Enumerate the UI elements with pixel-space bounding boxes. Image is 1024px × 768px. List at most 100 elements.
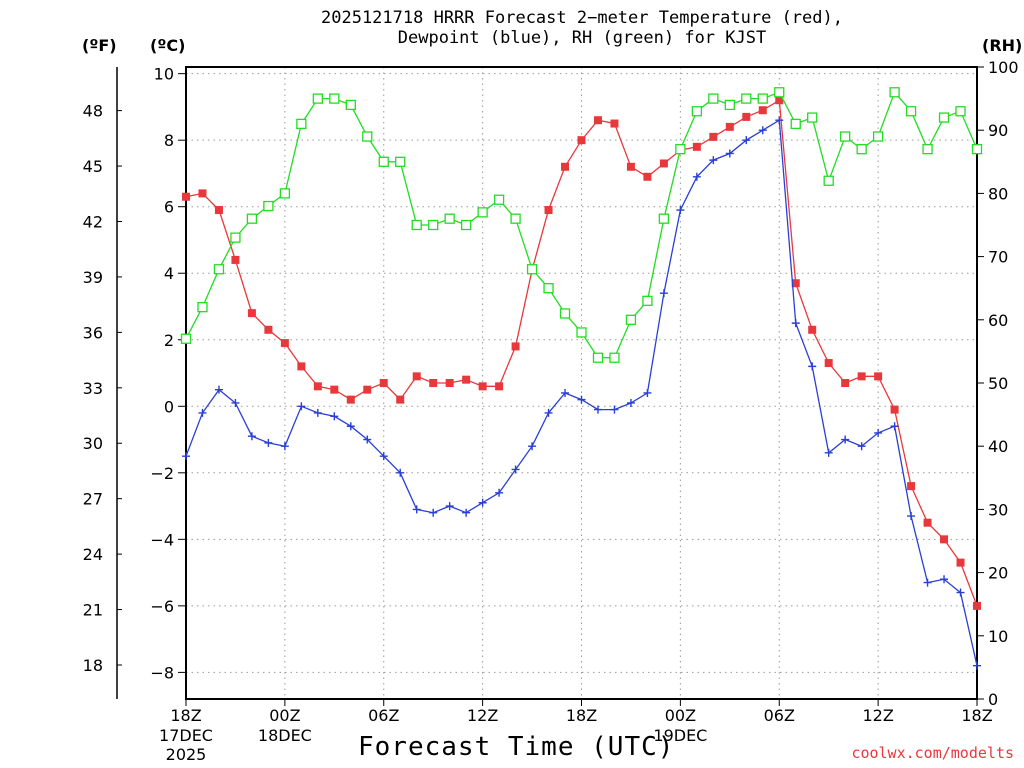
dewpoint-point: [561, 388, 570, 397]
temperature-point: [742, 112, 751, 121]
dewpoint-point: [791, 319, 800, 328]
temperature-point: [231, 255, 240, 264]
dewpoint-point: [182, 452, 190, 461]
rh-point: [592, 352, 604, 363]
temperature-point: [610, 119, 619, 128]
temperature-point: [429, 379, 438, 387]
temperature-point: [824, 359, 833, 368]
y-fahrenheit-tick-label: 18: [83, 656, 103, 675]
rh-point: [724, 99, 735, 111]
rh-point: [526, 264, 538, 275]
grid: [186, 67, 977, 699]
temperature-point: [857, 372, 866, 381]
x-tick-date-label: 17DEC: [159, 726, 213, 745]
x-tick-label: 18Z: [170, 706, 201, 725]
dewpoint-point: [544, 408, 553, 417]
temperature-point: [478, 382, 487, 391]
dewpoint-point: [313, 408, 322, 417]
rh-point: [840, 131, 851, 142]
y-fahrenheit-tick-label: 39: [83, 268, 103, 287]
y-celsius-tick-label: −2: [150, 464, 174, 483]
rh-point: [345, 99, 356, 111]
temperature-point: [495, 382, 504, 391]
dewpoint-point: [626, 398, 635, 407]
dewpoint-point: [346, 422, 355, 431]
dewpoint-point: [198, 408, 207, 417]
y-rh-tick-label: 60: [988, 311, 1008, 330]
rh-point: [263, 200, 274, 212]
rh-unit-label: (RH): [982, 36, 1023, 55]
x-tick-label: 00Z: [269, 706, 300, 725]
x-tick-date-label: 19DEC: [653, 726, 707, 745]
temperature-point: [791, 279, 800, 288]
temperature-point: [725, 122, 734, 131]
dewpoint-point: [577, 395, 586, 404]
dewpoint-point: [247, 432, 256, 441]
y-rh-tick-label: 10: [988, 627, 1008, 646]
temperature-point: [561, 162, 570, 171]
temperature-point: [775, 96, 784, 105]
fahrenheit-unit-label: (ºF): [82, 36, 117, 55]
rh-point: [708, 93, 719, 104]
rh-point: [872, 131, 884, 142]
temperature-point: [890, 405, 899, 414]
temperature-point: [907, 482, 916, 491]
temperature-point: [297, 362, 306, 371]
temperature-point: [956, 558, 965, 567]
dewpoint-point: [445, 502, 454, 511]
y-celsius-tick-label: 8: [164, 131, 174, 150]
temperature-point: [198, 189, 207, 198]
temperature-point: [313, 382, 322, 391]
rh-point: [807, 112, 818, 123]
y-celsius-tick-label: 10: [154, 65, 174, 84]
dewpoint-point: [462, 508, 471, 517]
y-fahrenheit-tick-label: 24: [83, 545, 103, 564]
dewpoint-point: [841, 435, 850, 444]
y-rh-tick-label: 70: [988, 248, 1008, 267]
dewpoint-point: [297, 402, 306, 411]
x-tick-year-label: 2025: [166, 745, 207, 764]
dewpoint-point: [280, 442, 289, 451]
dewpoint-point: [758, 126, 767, 135]
rh-line: [185, 91, 978, 359]
rh-point: [493, 194, 505, 205]
y-rh-tick-label: 40: [988, 437, 1008, 456]
rh-point: [856, 144, 867, 155]
dewpoint-point: [610, 405, 619, 414]
y-rh-tick-label: 100: [988, 58, 1019, 77]
rh-point: [477, 207, 488, 218]
rh-point: [823, 175, 834, 186]
y-fahrenheit-tick-label: 42: [83, 212, 103, 231]
rh-point: [246, 213, 258, 224]
dewpoint-point: [593, 405, 602, 414]
rh-point: [971, 144, 983, 155]
temperature-point: [280, 339, 289, 348]
temperature-point: [346, 395, 355, 404]
y-rh-tick-label: 20: [988, 564, 1008, 583]
y-celsius-tick-label: 4: [164, 264, 174, 283]
rh-point: [395, 156, 406, 167]
dewpoint-point: [429, 508, 438, 517]
y-rh-tick-label: 50: [988, 374, 1008, 393]
dewpoint-point: [231, 398, 240, 407]
rh-point: [790, 118, 801, 130]
rh-point: [230, 232, 241, 243]
y-rh-tick-label: 30: [988, 500, 1008, 519]
y-fahrenheit-tick-label: 33: [83, 379, 103, 398]
x-tick-label: 00Z: [665, 706, 696, 725]
dewpoint-point: [709, 156, 718, 165]
temperature-point: [808, 325, 817, 334]
dewpoint-point: [940, 575, 949, 584]
y-fahrenheit-tick-label: 21: [83, 601, 103, 620]
dewpoint-point: [907, 512, 916, 521]
rh-point: [938, 112, 950, 123]
rh-point: [428, 219, 439, 231]
rh-point: [889, 87, 900, 98]
dewpoint-point: [923, 578, 932, 587]
temperature-point: [544, 206, 553, 215]
rh-point: [559, 308, 571, 319]
dewpoint-point: [511, 465, 520, 474]
temperature-point: [577, 136, 586, 145]
y-fahrenheit-tick-label: 48: [83, 102, 103, 121]
